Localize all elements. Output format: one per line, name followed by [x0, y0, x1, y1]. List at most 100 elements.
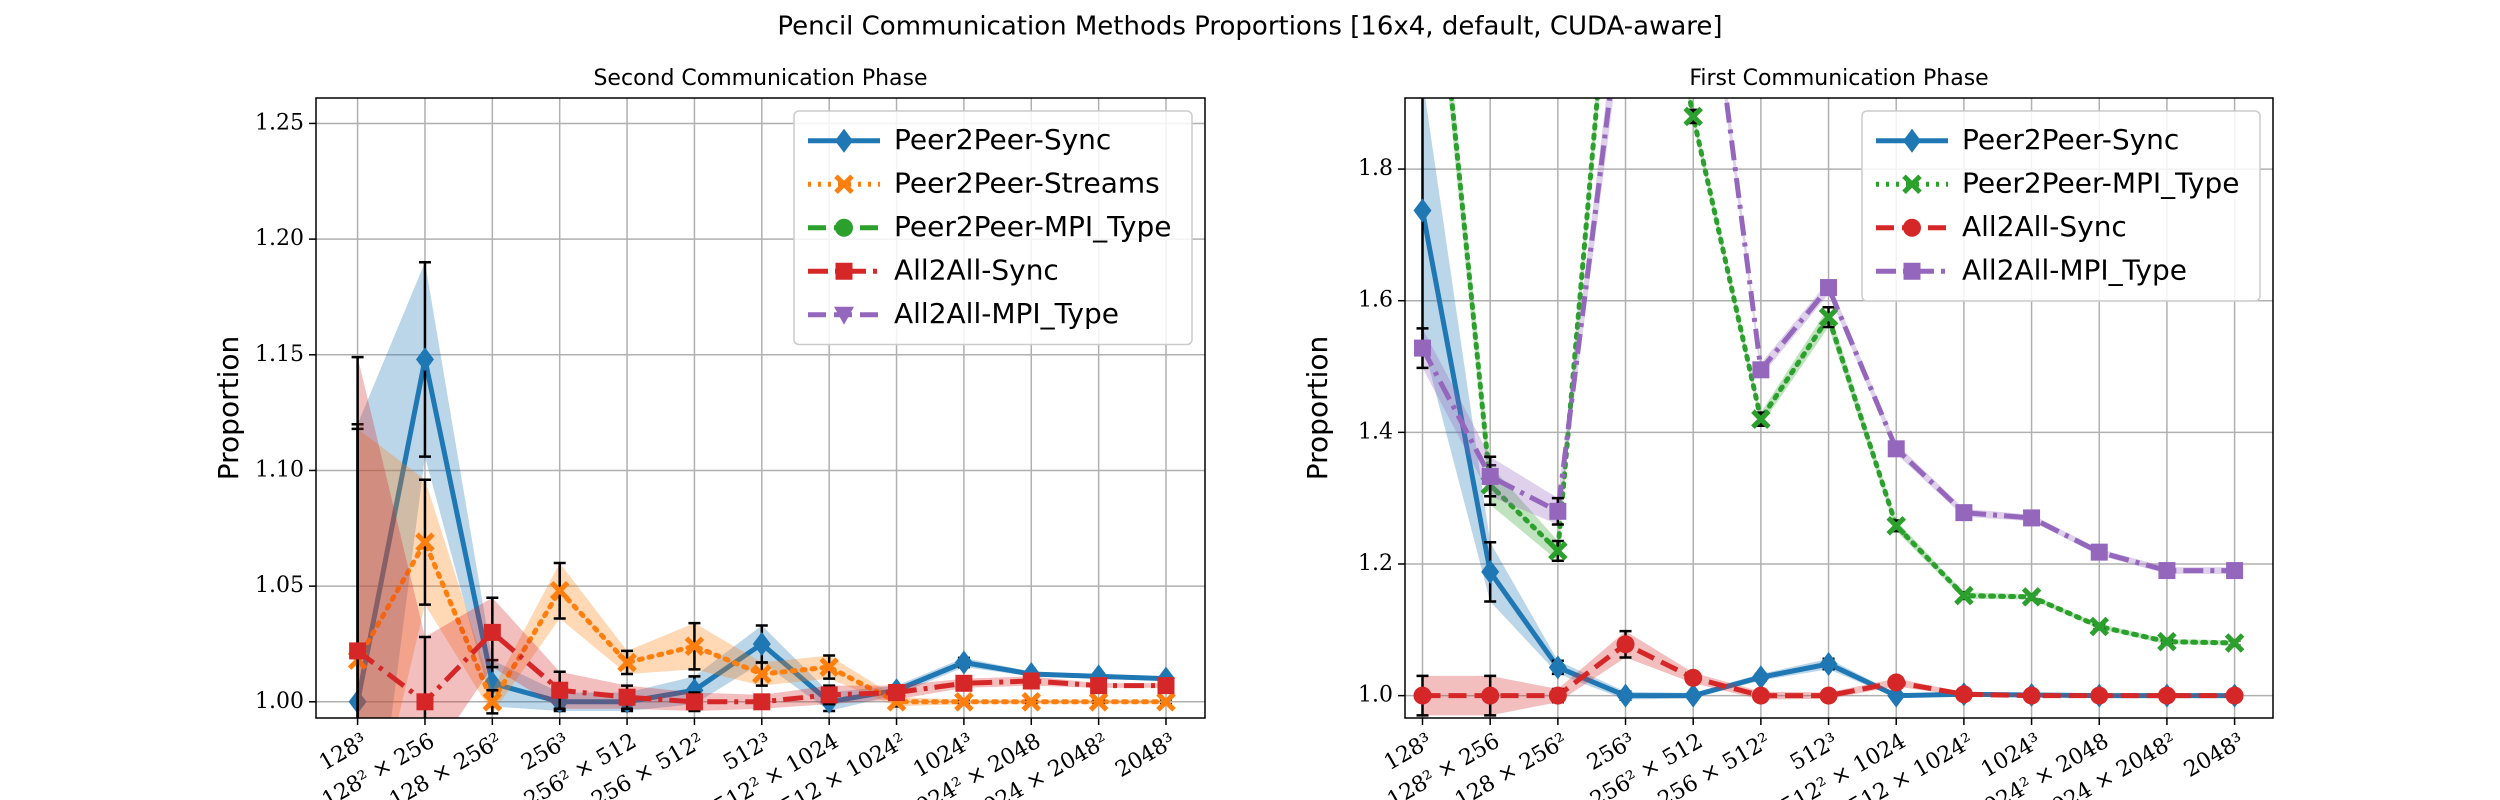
marker [1955, 504, 1973, 522]
marker [1887, 673, 1906, 692]
axes-frame [1404, 97, 2274, 719]
legend-label: Peer2Peer-MPI_Type [1962, 166, 2239, 199]
y-tick-label: 1.00 [255, 689, 304, 714]
marker [617, 652, 637, 673]
marker [954, 692, 974, 712]
y-tick-label: 1.8 [1358, 156, 1393, 181]
marker [551, 681, 569, 699]
plot-area [1413, 98, 2245, 717]
marker [2226, 562, 2244, 580]
marker [416, 693, 434, 711]
marker [1616, 635, 1635, 654]
legend-marker [1903, 218, 1921, 237]
marker [1090, 677, 1108, 695]
marker [1752, 361, 1770, 379]
marker [819, 657, 839, 677]
y-tick-label: 1.2 [1358, 551, 1393, 576]
marker [1548, 541, 1568, 561]
legend-label: All2All-Sync [894, 253, 1059, 286]
marker [2225, 686, 2244, 705]
marker [752, 631, 771, 656]
marker [1751, 686, 1770, 705]
marker [482, 692, 503, 712]
plot-area [347, 261, 1176, 718]
y-tick-label: 1.4 [1358, 419, 1393, 444]
y-tick-label: 1.0 [1358, 683, 1393, 708]
marker [1157, 677, 1175, 695]
marker [1548, 655, 1567, 680]
marker [1413, 686, 1432, 705]
marker [1684, 683, 1703, 708]
marker [1481, 467, 1499, 485]
legend-label: Peer2Peer-Sync [894, 123, 1111, 156]
marker [1683, 106, 1703, 127]
marker [1684, 668, 1703, 687]
marker [1413, 198, 1432, 223]
marker [1954, 585, 1974, 606]
legend-marker [1902, 174, 1922, 195]
marker [1414, 339, 1431, 357]
marker [1481, 559, 1500, 584]
y-axis-label: Proportion [1301, 336, 1334, 480]
legend-marker [835, 128, 853, 153]
marker [1818, 307, 1839, 327]
marker [415, 532, 435, 552]
marker [1022, 672, 1040, 690]
marker [618, 688, 636, 706]
marker [483, 623, 501, 641]
axes-title: First Communication Phase [1689, 66, 1988, 91]
legend-label: All2All-MPI_Type [894, 297, 1119, 330]
marker [1887, 440, 1905, 458]
y-tick-label: 1.20 [255, 226, 304, 251]
marker [549, 580, 570, 601]
marker [2023, 509, 2041, 527]
marker [1088, 692, 1109, 712]
marker [955, 674, 973, 692]
marker [2157, 686, 2176, 705]
marker [684, 636, 705, 657]
legend-box [1861, 110, 2261, 302]
marker [2157, 631, 2177, 652]
marker [415, 347, 434, 372]
marker [1481, 686, 1500, 705]
marker [2022, 686, 2041, 705]
marker [1751, 665, 1770, 690]
marker [954, 650, 973, 675]
marker [1021, 692, 1042, 712]
marker [2090, 686, 2109, 705]
marker [2224, 633, 2245, 653]
legend-marker [835, 262, 853, 280]
y-tick-label: 1.10 [255, 457, 304, 482]
y-tick-label: 1.6 [1358, 288, 1393, 313]
marker [685, 693, 703, 711]
marker [1549, 502, 1567, 520]
y-tick-label: 1.15 [255, 342, 304, 367]
marker [1548, 686, 1567, 705]
marker [2089, 616, 2110, 637]
marker [888, 684, 906, 702]
y-tick-label: 1.25 [255, 110, 304, 135]
marker [1616, 683, 1635, 708]
marker [1954, 685, 1973, 704]
legend-box [793, 110, 1193, 346]
legend-marker [1903, 128, 1921, 153]
legend-label: Peer2Peer-Sync [1962, 123, 2179, 156]
marker [1819, 652, 1838, 677]
marker [820, 686, 838, 704]
marker [1820, 279, 1838, 297]
marker [2158, 562, 2176, 580]
legend-label: All2All-MPI_Type [1962, 253, 2187, 286]
marker [1751, 409, 1771, 429]
marker [753, 693, 771, 711]
marker [1819, 686, 1838, 705]
legend-marker [1903, 262, 1921, 280]
marker [2021, 587, 2042, 607]
y-tick-label: 1.05 [255, 573, 304, 598]
marker [752, 664, 772, 684]
axes-frame [315, 97, 1206, 719]
y-axis-label: Proportion [212, 336, 245, 480]
marker [1886, 516, 1906, 536]
figure-title: Pencil Communication Methods Proportions… [777, 12, 1722, 42]
